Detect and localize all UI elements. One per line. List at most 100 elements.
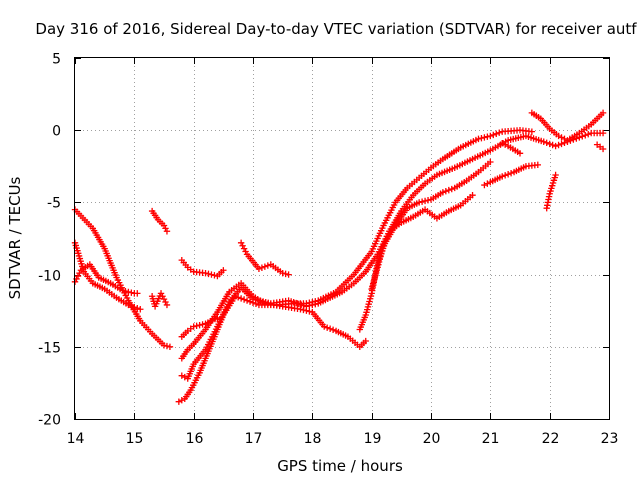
data-point bbox=[528, 128, 536, 135]
data-point bbox=[125, 301, 132, 309]
data-point bbox=[552, 142, 559, 150]
series-track-16 bbox=[528, 109, 607, 144]
data-point bbox=[300, 306, 307, 314]
data-point bbox=[484, 180, 491, 187]
series-track-4 bbox=[148, 207, 171, 235]
data-point bbox=[481, 181, 488, 189]
x-tick-label: 21 bbox=[482, 431, 500, 447]
data-point bbox=[205, 270, 212, 278]
data-point bbox=[499, 139, 506, 147]
data-point bbox=[122, 288, 129, 295]
x-tick-label: 19 bbox=[364, 431, 382, 447]
data-point bbox=[493, 130, 500, 138]
data-point bbox=[442, 188, 450, 195]
data-point bbox=[137, 306, 144, 313]
data-point bbox=[561, 135, 568, 143]
y-axis-label: SDTVAR / TECUs bbox=[6, 176, 24, 299]
data-point bbox=[240, 245, 248, 252]
data-point bbox=[555, 141, 562, 149]
data-point bbox=[585, 130, 592, 138]
data-point bbox=[582, 132, 589, 139]
data-point bbox=[131, 303, 138, 311]
data-point bbox=[415, 199, 423, 206]
data-point bbox=[74, 272, 82, 280]
data-point bbox=[128, 302, 135, 310]
data-point bbox=[599, 145, 607, 153]
data-point bbox=[543, 139, 550, 147]
x-tick-label: 18 bbox=[304, 431, 322, 447]
series-track-18 bbox=[593, 141, 607, 153]
data-point bbox=[469, 191, 476, 199]
data-point bbox=[303, 307, 310, 314]
x-tick-label: 17 bbox=[245, 431, 263, 447]
data-point bbox=[558, 140, 565, 148]
data-point bbox=[211, 272, 218, 279]
x-tick-label: 23 bbox=[601, 431, 619, 447]
data-point bbox=[421, 197, 429, 205]
data-point bbox=[546, 140, 553, 148]
data-point bbox=[481, 134, 488, 141]
data-point bbox=[501, 141, 509, 148]
data-point bbox=[599, 109, 607, 117]
data-point bbox=[178, 372, 185, 379]
series-track-17 bbox=[543, 171, 559, 212]
data-point bbox=[599, 129, 607, 137]
data-point bbox=[166, 343, 174, 350]
data-point bbox=[181, 373, 188, 381]
series-track-14 bbox=[481, 161, 541, 189]
data-point bbox=[239, 242, 246, 249]
plot-frame bbox=[74, 57, 610, 420]
series-track-8 bbox=[178, 280, 369, 362]
data-point bbox=[499, 173, 506, 180]
y-tick-label: -10 bbox=[38, 269, 61, 285]
data-point bbox=[439, 189, 447, 196]
data-point bbox=[552, 171, 559, 179]
data-point bbox=[487, 132, 494, 140]
tick-label-layer: 14 15 16 17 18 19 20 21 22 23 5 0 -5 -10 -15 -20 bbox=[38, 52, 618, 448]
data-point bbox=[507, 169, 515, 177]
data-point bbox=[128, 289, 135, 296]
data-point bbox=[264, 262, 272, 269]
data-point bbox=[175, 398, 183, 405]
y-tick-label: -15 bbox=[38, 341, 61, 357]
data-point bbox=[255, 265, 263, 273]
data-point bbox=[424, 197, 432, 204]
data-point bbox=[534, 161, 541, 169]
data-point bbox=[306, 308, 313, 315]
data-point bbox=[119, 287, 126, 294]
data-point bbox=[190, 323, 197, 330]
data-point bbox=[329, 326, 337, 334]
data-point bbox=[258, 264, 266, 271]
data-point bbox=[496, 129, 503, 136]
data-point bbox=[445, 186, 452, 194]
data-point bbox=[193, 322, 200, 330]
y-tick-label: -20 bbox=[38, 413, 61, 429]
data-point bbox=[501, 172, 509, 179]
series-track-15 bbox=[499, 139, 524, 157]
x-tick-label: 22 bbox=[542, 431, 560, 447]
data-point bbox=[134, 290, 141, 297]
data-point bbox=[163, 228, 171, 235]
data-point bbox=[504, 171, 512, 178]
data-point bbox=[540, 138, 547, 145]
data-point bbox=[516, 150, 524, 157]
series-track-11 bbox=[237, 239, 292, 278]
series-track-10 bbox=[178, 256, 227, 280]
data-point bbox=[261, 263, 269, 270]
data-point bbox=[487, 158, 494, 166]
data-point bbox=[418, 198, 426, 205]
data-point bbox=[178, 397, 185, 404]
data-point bbox=[484, 133, 491, 140]
data-point bbox=[490, 131, 497, 139]
data-point bbox=[134, 304, 141, 312]
series-track-3 bbox=[71, 261, 141, 297]
x-axis-label: GPS time / hours bbox=[277, 457, 403, 475]
data-point bbox=[321, 323, 328, 330]
data-point bbox=[199, 321, 206, 328]
data-point bbox=[214, 314, 221, 322]
data-point bbox=[160, 342, 168, 349]
data-point bbox=[237, 295, 245, 302]
y-tick-label: -5 bbox=[47, 196, 61, 212]
